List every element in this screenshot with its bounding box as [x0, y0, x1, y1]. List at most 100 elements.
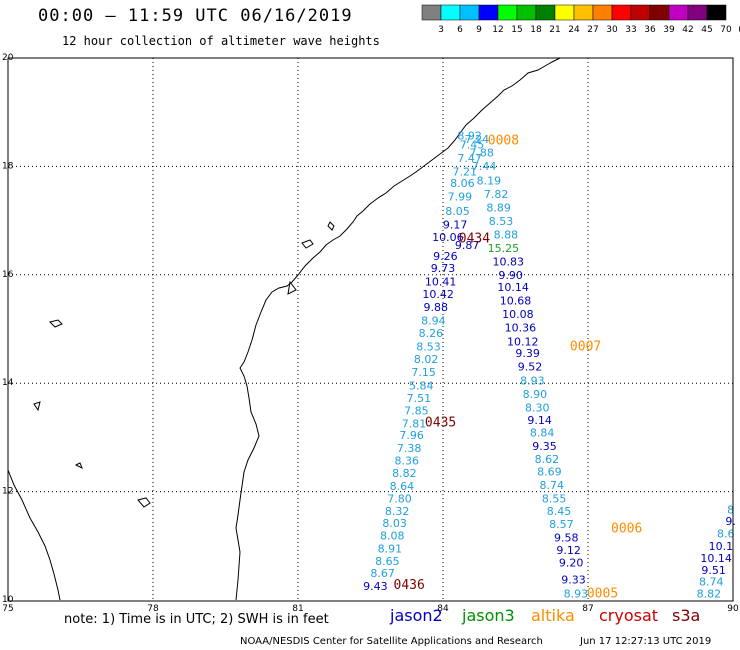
wave-height-value: 7.81: [402, 418, 427, 431]
wave-height-value: 8.91: [378, 542, 403, 555]
wave-height-value: 8.84: [530, 426, 555, 439]
wave-height-value: 8.05: [445, 205, 470, 218]
wave-height-value: 7.44: [472, 160, 497, 173]
color-scale-label: 21: [549, 25, 560, 35]
wave-height-value: 10.41: [425, 276, 457, 289]
color-swatch: [706, 4, 727, 21]
wave-height-value: 7.15: [411, 366, 436, 379]
color-scale-label: 27: [587, 25, 598, 35]
color-scale-label: 12: [492, 25, 503, 35]
wave-height-value: 9.51: [701, 564, 726, 577]
wave-height-value: 8.26: [419, 327, 444, 340]
wave-height-value: 10.08: [502, 308, 534, 321]
wave-height-value: 10.42: [422, 288, 454, 301]
color-scale-label: 3: [438, 25, 444, 35]
wave-height-value: 9.58: [554, 531, 579, 544]
color-scale-label: 30: [606, 25, 618, 35]
wave-height-value: 7.82: [484, 188, 509, 201]
color-scale-label: 42: [682, 25, 693, 35]
wave-height-value: 8.90: [523, 388, 548, 401]
wave-height-values: 8.927.247.457.887.477.447.218.198.06 7.82…: [363, 129, 736, 600]
footer-source: NOAA/NESDIS Center for Satellite Applica…: [240, 636, 543, 647]
wave-height-value: 9.90: [498, 269, 523, 282]
map-frame: [7, 57, 734, 602]
wave-height-value: 9.26: [433, 250, 458, 263]
wave-height-value: 8.08: [380, 529, 405, 542]
wave-height-value: 8.74: [699, 575, 724, 588]
wave-height-value: 7.99: [448, 191, 473, 204]
color-scale-label: 6: [457, 25, 463, 35]
track-number-label: 0436: [394, 578, 425, 593]
track-number-label: 0005: [587, 586, 618, 601]
wave-height-value: 10.06: [432, 231, 464, 244]
wave-height-value: 10.14: [700, 552, 732, 565]
color-scale-label: 24: [568, 25, 580, 35]
x-tick-label: 87: [582, 604, 593, 614]
x-tick-label: 90: [727, 604, 739, 614]
wave-height-value: 8.82: [697, 587, 722, 600]
legend-jason3: jason3: [462, 606, 515, 625]
wave-height-value: 9.43: [363, 580, 388, 593]
footer-timestamp: Jun 17 12:27:13 UTC 2019: [580, 636, 712, 647]
wave-height-value: 8.69: [537, 465, 562, 478]
wave-height-value: 7.96: [399, 429, 424, 442]
wave-height-value: 9.88: [424, 301, 449, 314]
wave-height-value: 8.45: [547, 505, 572, 518]
wave-height-value: 8.94: [421, 315, 446, 328]
wave-height-value: 8.06: [450, 177, 475, 190]
wave-height-value: 9.33: [561, 574, 586, 587]
track-number-label: 0434: [459, 231, 490, 246]
wave-height-value: 8.93: [520, 374, 545, 387]
wave-height-value: 8.57: [549, 518, 574, 531]
wave-height-value: 8.36: [395, 455, 420, 468]
wave-height-value: 9.73: [431, 262, 456, 275]
x-tick-label: 78: [147, 604, 159, 614]
map-title: 00:00 – 11:59 UTC 06/16/2019: [38, 6, 353, 26]
legend-cryosat: cryosat: [599, 606, 659, 625]
legend-s3a: s3a: [672, 606, 701, 625]
wave-height-value: 8.30: [525, 401, 550, 414]
wave-height-value: 8.19: [477, 174, 502, 187]
wave-height-value: 15.25: [488, 242, 520, 255]
wave-height-value: 10.83: [493, 256, 525, 269]
wave-height-value: 7.85: [404, 405, 429, 418]
x-tick-label: 75: [2, 604, 13, 614]
wave-height-value: 10.12: [507, 335, 539, 348]
wave-height-value: 8.67: [370, 567, 395, 580]
color-scale-label: 18: [530, 25, 542, 35]
wave-height-value: 8.53: [416, 341, 441, 354]
wave-height-value: 10.36: [505, 322, 537, 335]
wave-height-value: 8.92: [457, 129, 482, 142]
color-scale-label: 36: [644, 25, 656, 35]
color-scale-label: 70: [720, 25, 732, 35]
wave-height-value: 9.17: [443, 219, 468, 232]
wave-height-value: 9.52: [518, 361, 543, 374]
wave-height-value: 5.84: [409, 380, 434, 393]
wave-height-value: 7.47: [457, 152, 482, 165]
track-number-label: 0007: [570, 340, 601, 355]
wave-height-value: 7.38: [397, 442, 422, 455]
track-labels: 0008 0434 0007 0435 0006 0436 0005: [394, 134, 643, 602]
track-number-label: 0435: [425, 416, 456, 431]
note-text: note: 1) Time is in UTC; 2) SWH is in fe…: [64, 612, 329, 627]
coastline: [7, 57, 561, 601]
wave-height-value: 7.24: [465, 133, 490, 146]
color-scale-label: 33: [625, 25, 636, 35]
wave-height-value: 9.: [725, 515, 736, 528]
map-subtitle: 12 hour collection of altimeter wave hei…: [62, 34, 380, 48]
wave-height-value: 8.74: [540, 479, 565, 492]
wave-height-value: 10.68: [500, 295, 532, 308]
wave-height-value: 9.35: [532, 440, 557, 453]
x-tick-label: 81: [292, 604, 303, 614]
wave-height-value: 7.88: [469, 147, 494, 160]
wave-height-value: 7.45: [460, 139, 485, 152]
wave-height-value: 9.20: [559, 556, 584, 569]
wave-height-value: 9.87: [455, 239, 480, 252]
wave-height-value: 8.62: [535, 453, 560, 466]
wave-height-value: 8.64: [390, 480, 415, 493]
x-tick-label: 84: [437, 604, 449, 614]
legend-altika: altika: [531, 606, 575, 625]
track-number-label: 0008: [488, 134, 519, 149]
wave-height-value: 8.65: [375, 555, 400, 568]
